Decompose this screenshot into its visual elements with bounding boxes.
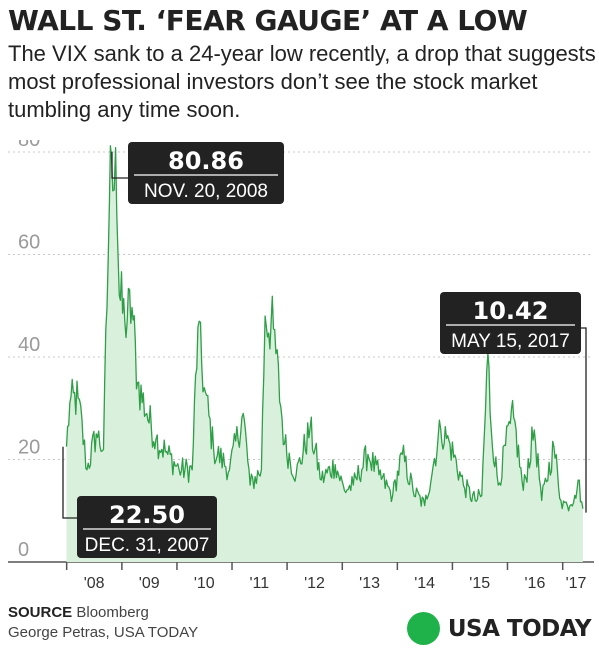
callout-box [77, 496, 217, 558]
logo-dot-icon [406, 612, 440, 645]
source-text: Bloomberg [76, 604, 149, 621]
callout-value: 10.42 [473, 297, 549, 325]
y-tick-label: 60 [18, 232, 40, 254]
source-label: SOURCE [8, 604, 73, 621]
callout-box [128, 142, 284, 204]
callout-value: 80.86 [168, 147, 244, 175]
source-block: SOURCE Bloomberg George Petras, USA TODA… [8, 603, 198, 643]
callout: 80.86 NOV. 20, 2008 [111, 142, 284, 204]
y-tick-label: 20 [18, 437, 40, 459]
x-tick-label: '16 [525, 575, 546, 592]
callout: 10.42 MAY 15, 2017 [440, 292, 587, 513]
y-tick-label: 0 [18, 539, 29, 561]
x-tick-label: '17 [566, 575, 587, 592]
chart-title: WALL ST. ‘FEAR GAUGE’ AT A LOW [8, 4, 528, 37]
series-area [66, 145, 583, 563]
usa-today-logo: USA TODAY [406, 612, 592, 645]
logo-text: USA TODAY [447, 615, 592, 642]
area-layer [65, 145, 584, 563]
series-line [65, 145, 584, 512]
y-axis: 0 20 40 60 80 [18, 140, 40, 561]
x-tick-label: '14 [414, 575, 435, 592]
callout-value: 22.50 [109, 501, 185, 529]
chart-subtitle: The VIX sank to a 24-year low recently, … [8, 41, 596, 122]
y-tick-label: 40 [18, 334, 40, 356]
callout-leader [111, 151, 128, 179]
callout-date: DEC. 31, 2007 [85, 535, 210, 556]
callout-box [440, 292, 581, 354]
credit-text: George Petras, USA TODAY [8, 624, 199, 641]
x-tick-label: '15 [469, 575, 490, 592]
y-tick-label: 80 [18, 140, 40, 151]
callout-leader [62, 446, 77, 519]
callout-layer: 80.86 NOV. 20, 2008 10.42 MAY 15, 2017 22.50… [62, 142, 587, 558]
x-tick-label: '10 [194, 575, 215, 592]
vix-area-chart: 0 20 40 60 80 '08 '09 '10 '11 '12 '13 '14 '15 '16 '17… [8, 140, 594, 592]
x-tick-label: '12 [304, 575, 325, 592]
callout-date: MAY 15, 2017 [451, 331, 570, 352]
x-axis: '08 '09 '10 '11 '12 '13 '14 '15 '16 '17 [65, 562, 587, 592]
callout-date: NOV. 20, 2008 [144, 181, 268, 202]
x-tick-label: '08 [84, 575, 105, 592]
callout-leader [581, 327, 587, 513]
x-tick-label: '09 [139, 575, 160, 592]
x-tick-label: '13 [359, 575, 380, 592]
x-tick-label: '11 [249, 575, 269, 592]
callout: 22.50 DEC. 31, 2007 [62, 446, 217, 558]
